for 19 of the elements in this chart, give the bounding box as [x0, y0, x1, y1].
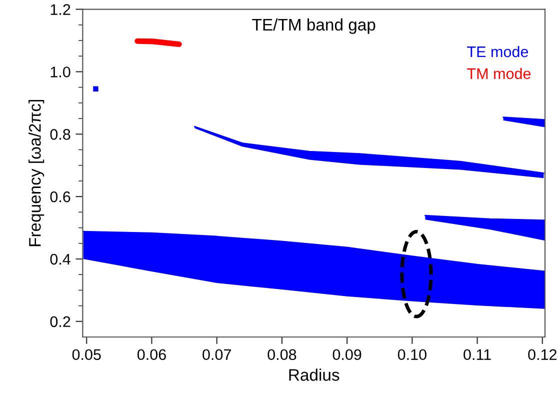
text: TE/TM band gap — [252, 18, 376, 34]
x-tick-label: 0.11 — [464, 349, 491, 360]
text: TE mode — [467, 46, 528, 58]
x-axis-title: Radius — [289, 368, 340, 381]
x-tick-label: 0.05 — [72, 349, 101, 360]
x-tick-label: 0.12 — [528, 349, 556, 360]
y-tick-label: 1.0 — [50, 66, 70, 78]
y-axis-title: Frequency [ωa/2πc] — [28, 100, 44, 246]
x-tick-label: 0.07 — [202, 349, 231, 360]
x-tick-label: 0.10 — [398, 349, 426, 360]
x-tick-label: 0.09 — [332, 349, 362, 360]
x-tick-label: 0.06 — [137, 349, 166, 360]
y-tick-label: 0.2 — [50, 316, 70, 328]
text: TM mode — [467, 68, 531, 80]
y-tick-label: 0.8 — [50, 129, 70, 140]
x-tick-label: 0.08 — [268, 349, 296, 360]
y-tick-label: 0.4 — [50, 254, 70, 265]
y-tick-label: 1.2 — [50, 4, 70, 15]
y-tick-label: 0.6 — [50, 191, 70, 202]
